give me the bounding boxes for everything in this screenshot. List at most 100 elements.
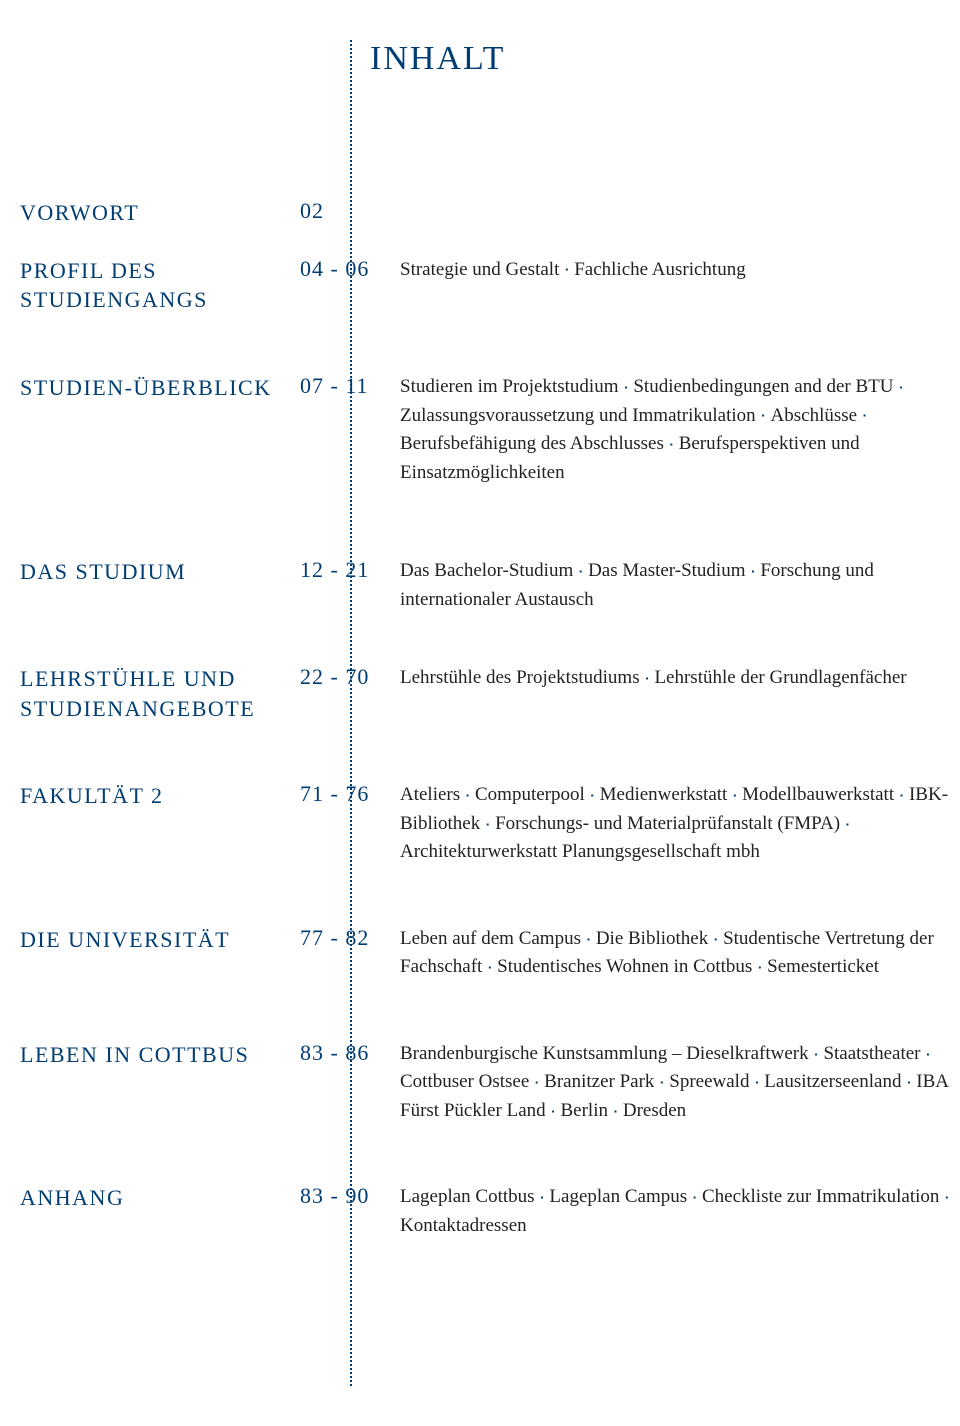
section-detail: Lehrstühle des Projektstudiums Lehrstühle… <box>370 664 960 693</box>
detail-item: Semesterticket <box>767 956 879 977</box>
toc-row: STUDIEN-ÜBERBLICK07 - 11Studieren im Pro… <box>20 373 960 487</box>
section-detail: Strategie und Gestalt Fachliche Ausrichtu… <box>370 256 960 285</box>
detail-item: Ateliers <box>400 784 460 805</box>
detail-item: Medienwerkstatt <box>600 784 728 805</box>
bullet-separator-icon <box>857 402 872 431</box>
detail-item: Brandenburgische Kunstsammlung – Dieselk… <box>400 1043 809 1064</box>
bullet-separator-icon <box>619 373 634 402</box>
detail-item: Lehrstühle der Grundlagenfächer <box>654 667 906 688</box>
section-label: PROFIL DES STUDIENGANGS <box>20 256 300 315</box>
toc-row: VORWORT02 <box>20 198 960 228</box>
bullet-separator-icon <box>894 373 909 402</box>
section-label: DIE UNIVERSITÄT <box>20 925 300 955</box>
section-detail: Leben auf dem Campus Die Bibliothek Studen… <box>370 925 960 982</box>
detail-item: Das Master-Studium <box>588 560 745 581</box>
detail-item: Strategie und Gestalt <box>400 259 559 280</box>
detail-item: Die Bibliothek <box>596 928 708 949</box>
bullet-separator-icon <box>752 953 767 982</box>
detail-item: Cottbuser Ostsee <box>400 1071 529 1092</box>
section-label: DAS STUDIUM <box>20 557 300 587</box>
bullet-separator-icon <box>840 810 855 839</box>
detail-item: Abschlüsse <box>771 405 858 426</box>
section-pages: 71 - 76 <box>300 781 370 807</box>
toc-row: ANHANG83 - 90Lageplan CottbusLageplan Ca… <box>20 1183 960 1240</box>
detail-item: Studienbedingungen and der BTU <box>633 376 893 397</box>
section-label: LEHRSTÜHLE UND STUDIENANGEBOTE <box>20 664 300 723</box>
detail-item: Berufsbefähigung des Abschlusses <box>400 433 664 454</box>
section-detail: Brandenburgische Kunstsammlung – Dieselk… <box>370 1040 960 1126</box>
bullet-separator-icon <box>480 810 495 839</box>
section-detail: Das Bachelor-StudiumDas Master-StudiumFo… <box>370 557 960 614</box>
bullet-separator-icon <box>529 1068 544 1097</box>
detail-item: Computerpool <box>475 784 585 805</box>
detail-item: Lehrstühle des Projektstudiums <box>400 667 640 688</box>
detail-item: Branitzer Park <box>544 1071 654 1092</box>
bullet-separator-icon <box>749 1068 764 1097</box>
section-pages: 83 - 86 <box>300 1040 370 1066</box>
toc-row: FAKULTÄT 271 - 76 Ateliers Computerpool Med… <box>20 781 960 867</box>
detail-item: Lageplan Campus <box>549 1186 687 1207</box>
page: INHALT VORWORT02PROFIL DES STUDIENGANGS0… <box>0 0 960 1426</box>
toc-row: LEHRSTÜHLE UND STUDIENANGEBOTE22 - 70Leh… <box>20 664 960 723</box>
section-detail: Ateliers Computerpool Medienwerkstatt Model… <box>370 781 960 867</box>
detail-item: Berlin <box>561 1100 609 1121</box>
detail-item: Das Bachelor-Studium <box>400 560 573 581</box>
detail-item: Forschungs- und Materialprüfanstalt (FMP… <box>495 813 840 834</box>
section-pages: 77 - 82 <box>300 925 370 951</box>
bullet-separator-icon <box>939 1183 954 1212</box>
section-label: FAKULTÄT 2 <box>20 781 300 811</box>
bullet-separator-icon <box>746 557 761 586</box>
bullet-separator-icon <box>581 925 596 954</box>
detail-item: Studieren im Projektstudium <box>400 376 619 397</box>
section-label: VORWORT <box>20 198 300 228</box>
bullet-separator-icon <box>687 1183 702 1212</box>
section-detail: Studieren im Projektstudium Studienbeding… <box>370 373 960 487</box>
page-title: INHALT <box>370 40 960 78</box>
bullet-separator-icon <box>482 953 497 982</box>
bullet-separator-icon <box>535 1183 550 1212</box>
toc-row: DAS STUDIUM12 - 21 Das Bachelor-Studium Da… <box>20 557 960 614</box>
section-detail: Lageplan Cottbus Lageplan Campus Checklist… <box>370 1183 960 1240</box>
bullet-separator-icon <box>756 402 771 431</box>
bullet-separator-icon <box>901 1068 916 1097</box>
section-pages: 04 - 06 <box>300 256 370 282</box>
bullet-separator-icon <box>559 256 574 285</box>
section-pages: 07 - 11 <box>300 373 370 399</box>
toc-row: PROFIL DES STUDIENGANGS04 - 06Strategie … <box>20 256 960 315</box>
toc-rows: VORWORT02PROFIL DES STUDIENGANGS04 - 06S… <box>20 198 960 1240</box>
detail-item: Spreewald <box>669 1071 749 1092</box>
bullet-separator-icon <box>894 781 909 810</box>
bullet-separator-icon <box>608 1097 623 1126</box>
detail-item: Lageplan Cottbus <box>400 1186 535 1207</box>
bullet-separator-icon <box>460 781 475 810</box>
bullet-separator-icon <box>809 1040 824 1069</box>
detail-item: Lausitzerseenland <box>764 1071 901 1092</box>
detail-item: Zulassungsvoraussetzung und Immatrikulat… <box>400 405 756 426</box>
bullet-separator-icon <box>664 430 679 459</box>
bullet-separator-icon <box>640 664 655 693</box>
detail-item: Leben auf dem Campus <box>400 928 581 949</box>
detail-item: Architekturwerkstatt Planungsgesellschaf… <box>400 841 760 862</box>
bullet-separator-icon <box>546 1097 561 1126</box>
detail-item: Studentisches Wohnen in Cottbus <box>497 956 752 977</box>
detail-item: Checkliste zur Immatrikulation <box>702 1186 939 1207</box>
toc-row: DIE UNIVERSITÄT77 - 82Leben auf dem Camp… <box>20 925 960 982</box>
detail-item: Dresden <box>623 1100 686 1121</box>
detail-item: Modellbauwerkstatt <box>742 784 894 805</box>
section-label: LEBEN IN COTTBUS <box>20 1040 300 1070</box>
bullet-separator-icon <box>708 925 723 954</box>
bullet-separator-icon <box>573 557 588 586</box>
section-label: ANHANG <box>20 1183 300 1213</box>
bullet-separator-icon <box>654 1068 669 1097</box>
detail-item: Kontaktadressen <box>400 1215 527 1236</box>
bullet-separator-icon <box>727 781 742 810</box>
section-label: STUDIEN-ÜBERBLICK <box>20 373 300 403</box>
section-pages: 12 - 21 <box>300 557 370 583</box>
bullet-separator-icon <box>585 781 600 810</box>
detail-item: Staatstheater <box>823 1043 920 1064</box>
bullet-separator-icon <box>921 1040 936 1069</box>
detail-item: Fachliche Ausrichtung <box>574 259 746 280</box>
section-pages: 02 <box>300 198 370 224</box>
section-pages: 22 - 70 <box>300 664 370 690</box>
toc-row: LEBEN IN COTTBUS83 - 86 Brandenburgische … <box>20 1040 960 1126</box>
